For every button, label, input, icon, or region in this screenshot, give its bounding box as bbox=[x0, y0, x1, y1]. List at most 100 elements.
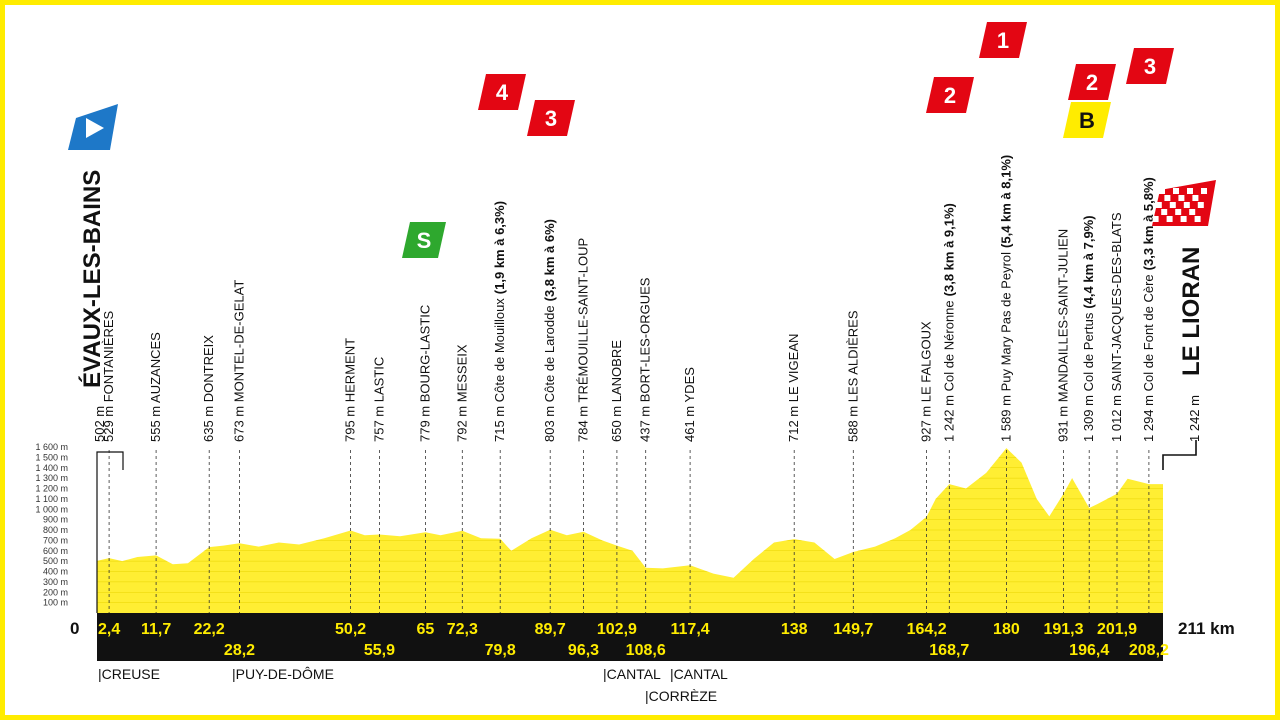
waypoint-label: 792 m MESSEIX bbox=[454, 344, 469, 442]
start-km-label: 0 bbox=[70, 619, 79, 638]
waypoint-name: 712 m LE VIGEAN bbox=[786, 334, 801, 442]
finish-flag-check bbox=[1197, 202, 1204, 208]
climb-badge: 4 bbox=[478, 74, 526, 110]
y-tick-label: 100 m bbox=[43, 598, 68, 608]
km-label: 117,4 bbox=[671, 621, 710, 638]
waypoint-name: 715 m Côte de Mouilloux bbox=[492, 298, 507, 442]
waypoint-label: 931 m MANDAILLES-SAINT-JULIEN bbox=[1056, 229, 1071, 442]
waypoint-label: 437 m BORT-LES-ORGUES bbox=[638, 277, 653, 442]
waypoint-name: 795 m HERMENT bbox=[343, 338, 358, 442]
waypoint-label: 650 m LANOBRE bbox=[609, 340, 624, 442]
badge-label: 2 bbox=[1086, 70, 1098, 95]
km-label: 180 bbox=[993, 621, 1020, 638]
finish-flag-check bbox=[1166, 216, 1173, 222]
waypoint-name: 502 m bbox=[92, 406, 107, 442]
climb-stats: (4,4 km à 7,9%) bbox=[1081, 215, 1096, 308]
waypoint-label: 529 m FONTANIÈRES bbox=[101, 310, 116, 442]
region-label: |CANTAL bbox=[603, 666, 661, 682]
sprint-badge: S bbox=[402, 222, 446, 258]
km-label: 22,2 bbox=[194, 621, 225, 638]
region-label: |CORRÈZE bbox=[645, 688, 717, 704]
waypoint-label: 715 m Côte de Mouilloux (1,9 km à 6,3%) bbox=[492, 201, 507, 442]
finish-flag-check bbox=[1187, 188, 1193, 194]
waypoint-name: 803 m Côte de Larodde bbox=[542, 305, 557, 442]
waypoint-label: 757 m LASTIC bbox=[371, 357, 386, 442]
y-tick-label: 700 m bbox=[43, 535, 68, 545]
waypoint-name: 437 m BORT-LES-ORGUES bbox=[638, 277, 653, 442]
waypoint-name: 792 m MESSEIX bbox=[454, 344, 469, 442]
climb-badge: 3 bbox=[1126, 48, 1174, 84]
y-tick-label: 200 m bbox=[43, 587, 68, 597]
badge-shape bbox=[979, 22, 1027, 58]
waypoint-label: 461 m YDES bbox=[682, 367, 697, 442]
km-band bbox=[97, 613, 1163, 661]
start-flag-icon bbox=[68, 104, 118, 150]
km-label: 138 bbox=[781, 621, 808, 638]
finish-flag-check bbox=[1159, 188, 1165, 194]
waypoint-label: 1 012 m SAINT-JACQUES-DES-BLATS bbox=[1109, 212, 1124, 442]
waypoint-name: 1 242 m Col de Néronne bbox=[941, 300, 956, 442]
waypoint-label: 502 m bbox=[92, 406, 107, 442]
towns: ÉVAUX-LES-BAINS LE LIORAN 0 211 km bbox=[70, 170, 1235, 638]
finish-flag-check bbox=[1152, 216, 1159, 222]
waypoint-name: 1 012 m SAINT-JACQUES-DES-BLATS bbox=[1109, 212, 1124, 442]
finish-flag-check bbox=[1173, 188, 1179, 194]
badge-shape bbox=[926, 77, 974, 113]
region-label: |CANTAL bbox=[670, 666, 728, 682]
km-label: 102,9 bbox=[597, 621, 637, 638]
finish-flag-check bbox=[1183, 202, 1190, 208]
finish-flag-check bbox=[1161, 209, 1168, 215]
y-tick-label: 900 m bbox=[43, 515, 68, 525]
end-km-label: 211 km bbox=[1178, 619, 1235, 638]
start-flag-arrow bbox=[86, 118, 104, 138]
y-tick-label: 300 m bbox=[43, 577, 68, 587]
km-label: 196,4 bbox=[1069, 642, 1109, 659]
badges: 4 3 S 2 1 2 B 3 bbox=[68, 22, 1216, 258]
start-bracket bbox=[96, 451, 124, 613]
y-tick-label: 1 200 m bbox=[35, 484, 68, 494]
waypoint-name: 529 m FONTANIÈRES bbox=[101, 310, 116, 442]
km-label: 89,7 bbox=[535, 621, 566, 638]
y-tick-label: 1 500 m bbox=[35, 452, 68, 462]
waypoint-label: 795 m HERMENT bbox=[343, 338, 358, 442]
km-label: 79,8 bbox=[485, 642, 516, 659]
waypoint-label: 927 m LE FALGOUX bbox=[919, 321, 934, 442]
waypoint-name: 757 m LASTIC bbox=[371, 357, 386, 442]
km-band-background bbox=[97, 613, 1163, 661]
finish-flag-check bbox=[1155, 202, 1162, 208]
climb-stats: (3,8 km à 9,1%) bbox=[941, 203, 956, 296]
waypoint-label: 635 m DONTREIX bbox=[201, 335, 216, 442]
y-tick-label: 1 400 m bbox=[35, 463, 68, 473]
waypoint-name: 461 m YDES bbox=[682, 367, 697, 442]
y-tick-label: 1 100 m bbox=[35, 494, 68, 504]
y-tick-label: 500 m bbox=[43, 556, 68, 566]
badge-shape bbox=[1126, 48, 1174, 84]
region-label: |PUY-DE-DÔME bbox=[232, 666, 334, 682]
km-label: 50,2 bbox=[335, 621, 366, 638]
km-label: 149,7 bbox=[833, 621, 873, 638]
badge-label: 1 bbox=[997, 28, 1009, 53]
waypoint-name: 931 m MANDAILLES-SAINT-JULIEN bbox=[1056, 229, 1071, 442]
waypoint-name: 588 m LES ALDIÈRES bbox=[845, 310, 860, 442]
climb-stats: (1,9 km à 6,3%) bbox=[492, 201, 507, 294]
finish-flag-check bbox=[1164, 195, 1171, 201]
waypoint-label: 1 242 m Col de Néronne (3,8 km à 9,1%) bbox=[941, 203, 956, 442]
km-label: 2,4 bbox=[98, 621, 120, 638]
badge-label: 4 bbox=[496, 80, 509, 105]
waypoint-name: 650 m LANOBRE bbox=[609, 340, 624, 442]
badge-shape bbox=[478, 74, 526, 110]
waypoint-label: 784 m TRÉMOUILLE-SAINT-LOUP bbox=[576, 238, 591, 442]
profile-area bbox=[97, 448, 1163, 613]
km-label: 164,2 bbox=[907, 621, 947, 638]
waypoint-label: 1 589 m Puy Mary Pas de Peyrol (5,4 km à … bbox=[998, 155, 1013, 442]
finish-town: LE LIORAN bbox=[1178, 247, 1205, 376]
waypoint-label: 588 m LES ALDIÈRES bbox=[845, 310, 860, 442]
badge-label: S bbox=[417, 228, 432, 253]
badge-shape bbox=[527, 100, 575, 136]
badge-label: B bbox=[1079, 108, 1095, 133]
km-label: 11,7 bbox=[141, 621, 171, 638]
climb-stats: (5,4 km à 8,1%) bbox=[998, 155, 1013, 248]
badge-label: 3 bbox=[545, 106, 557, 131]
waypoint-name: 784 m TRÉMOUILLE-SAINT-LOUP bbox=[576, 238, 591, 442]
y-tick-label: 1 000 m bbox=[35, 504, 68, 514]
